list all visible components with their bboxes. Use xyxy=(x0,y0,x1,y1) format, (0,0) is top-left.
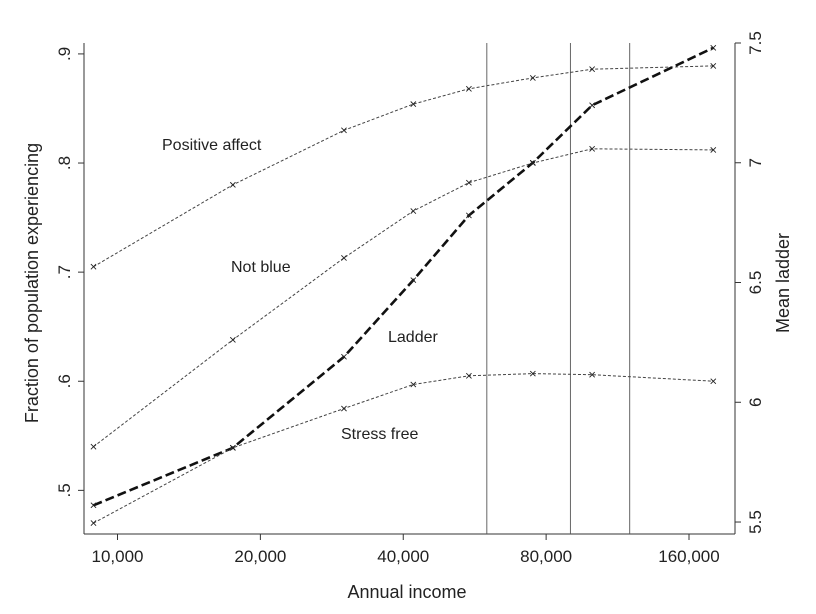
data-point-not-blue xyxy=(465,179,472,186)
annotation-stress-free: Stress free xyxy=(341,426,418,443)
y-right-tick-label: 5.5 xyxy=(746,510,765,534)
series-line-not-blue xyxy=(93,148,714,448)
data-point-ladder xyxy=(710,44,717,51)
y-right-tick-label: 7 xyxy=(746,158,765,167)
data-point-ladder xyxy=(341,353,347,360)
data-point-not-blue xyxy=(410,208,417,214)
data-point-stress-free xyxy=(90,520,97,527)
series-line-positive-affect xyxy=(93,65,714,268)
data-point-stress-free xyxy=(710,378,717,385)
left-axis-title: Fraction of population experiencing xyxy=(22,143,42,423)
data-point-ladder xyxy=(465,212,472,219)
data-point-ladder xyxy=(589,102,596,109)
data-point-ladder xyxy=(90,502,97,509)
y-left-tick-label: .8 xyxy=(55,156,74,170)
data-point-positive-affect xyxy=(341,127,347,134)
data-point-positive-affect xyxy=(410,101,417,108)
x-tick-label: 40,000 xyxy=(377,547,429,566)
data-point-not-blue xyxy=(341,255,347,261)
y-right-tick-label: 6.5 xyxy=(746,271,765,295)
data-point-positive-affect xyxy=(710,62,717,69)
data-point-ladder xyxy=(529,159,536,166)
series-line-ladder xyxy=(93,46,714,507)
series-layer xyxy=(90,44,717,527)
right-axis-title: Mean ladder xyxy=(773,233,793,333)
plot-frame xyxy=(83,43,736,535)
x-axis-title: Annual income xyxy=(347,582,466,602)
annotation-positive-affect: Positive affect xyxy=(162,137,262,154)
data-point-not-blue xyxy=(589,145,596,152)
data-point-stress-free xyxy=(341,405,347,412)
data-point-ladder xyxy=(410,277,417,284)
x-tick-label: 10,000 xyxy=(91,547,143,566)
data-point-stress-free xyxy=(589,371,596,378)
x-tick-label: 160,000 xyxy=(658,547,719,566)
data-point-positive-affect xyxy=(529,74,536,81)
data-point-not-blue xyxy=(90,443,97,450)
data-point-positive-affect xyxy=(229,181,236,188)
data-point-stress-free xyxy=(529,370,536,377)
x-tick-label: 80,000 xyxy=(520,547,572,566)
data-point-not-blue xyxy=(710,147,717,153)
y-left-tick-label: .7 xyxy=(55,265,74,279)
y-left-tick-label: .6 xyxy=(55,374,74,388)
data-point-positive-affect xyxy=(589,66,596,73)
data-point-stress-free xyxy=(410,381,417,388)
y-left-tick-label: .5 xyxy=(55,483,74,497)
x-tick-label: 20,000 xyxy=(234,547,286,566)
y-right-tick-label: 6 xyxy=(746,398,765,407)
data-point-positive-affect xyxy=(465,85,472,92)
annotation-not-blue: Not blue xyxy=(231,259,291,276)
y-right-tick-label: 7.5 xyxy=(746,31,765,55)
annotation-ladder: Ladder xyxy=(388,329,438,346)
data-point-positive-affect xyxy=(90,263,97,270)
data-point-not-blue xyxy=(229,336,236,343)
series-line-stress-free xyxy=(93,373,714,524)
axis-ticks: 10,000 20,000 40,000 80,000 160,000 .5 .6 .7 .8.… xyxy=(55,31,765,566)
reference-vertical-lines xyxy=(486,43,631,534)
y-left-tick-label: .9 xyxy=(55,47,74,61)
data-point-stress-free xyxy=(465,372,472,379)
data-point-stress-free xyxy=(229,444,236,451)
